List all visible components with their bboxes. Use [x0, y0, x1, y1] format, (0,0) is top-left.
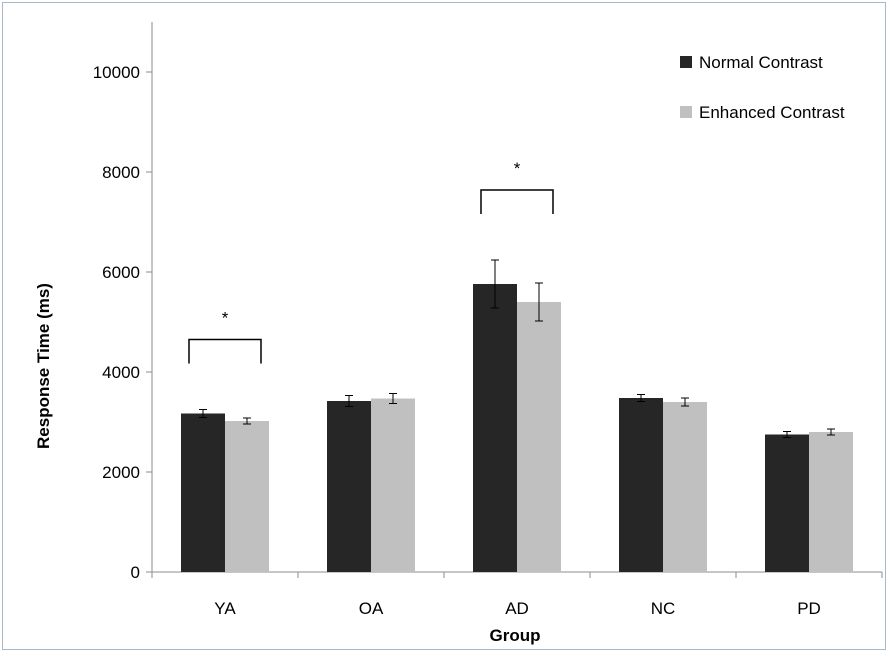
bar-enhanced-contrast-pd — [809, 432, 853, 572]
error-bars — [199, 259, 835, 438]
significance-marker: * — [222, 309, 229, 328]
legend: Normal Contrast Enhanced Contrast — [680, 53, 845, 122]
legend-label-enhanced-contrast: Enhanced Contrast — [699, 103, 845, 122]
bar-normal-contrast-oa — [327, 401, 371, 572]
bar-enhanced-contrast-ya — [225, 421, 269, 572]
significance-bracket — [480, 189, 554, 214]
y-tick-label: 8000 — [102, 163, 140, 182]
x-axis: YA OA AD NC PD — [151, 571, 883, 618]
x-axis-title: Group — [490, 626, 541, 645]
legend-swatch-normal-contrast — [680, 56, 692, 68]
legend-swatch-enhanced-contrast — [680, 106, 692, 118]
y-axis: 0 2000 4000 6000 8000 10000 — [93, 22, 153, 582]
y-tick-label: 2000 — [102, 463, 140, 482]
bar-normal-contrast-nc — [619, 398, 663, 572]
x-tick-label: OA — [359, 599, 384, 618]
bar-normal-contrast-ad — [473, 284, 517, 572]
x-tick-label: YA — [214, 599, 236, 618]
y-tick-label: 0 — [131, 563, 140, 582]
y-tick-label: 4000 — [102, 363, 140, 382]
legend-label-normal-contrast: Normal Contrast — [699, 53, 823, 72]
bars — [181, 284, 853, 572]
x-tick-label: AD — [505, 599, 529, 618]
bar-enhanced-contrast-oa — [371, 398, 415, 572]
x-tick-label: NC — [651, 599, 676, 618]
significance-bracket — [188, 338, 262, 364]
bar-enhanced-contrast-nc — [663, 402, 707, 572]
significance-annotations: ** — [188, 159, 554, 364]
bar-normal-contrast-ya — [181, 413, 225, 572]
y-tick-label: 6000 — [102, 263, 140, 282]
y-axis-title: Response Time (ms) — [34, 283, 53, 449]
x-tick-label: PD — [797, 599, 821, 618]
significance-marker: * — [514, 159, 521, 178]
bar-enhanced-contrast-ad — [517, 302, 561, 572]
y-tick-label: 10000 — [93, 63, 140, 82]
bar-normal-contrast-pd — [765, 434, 809, 572]
